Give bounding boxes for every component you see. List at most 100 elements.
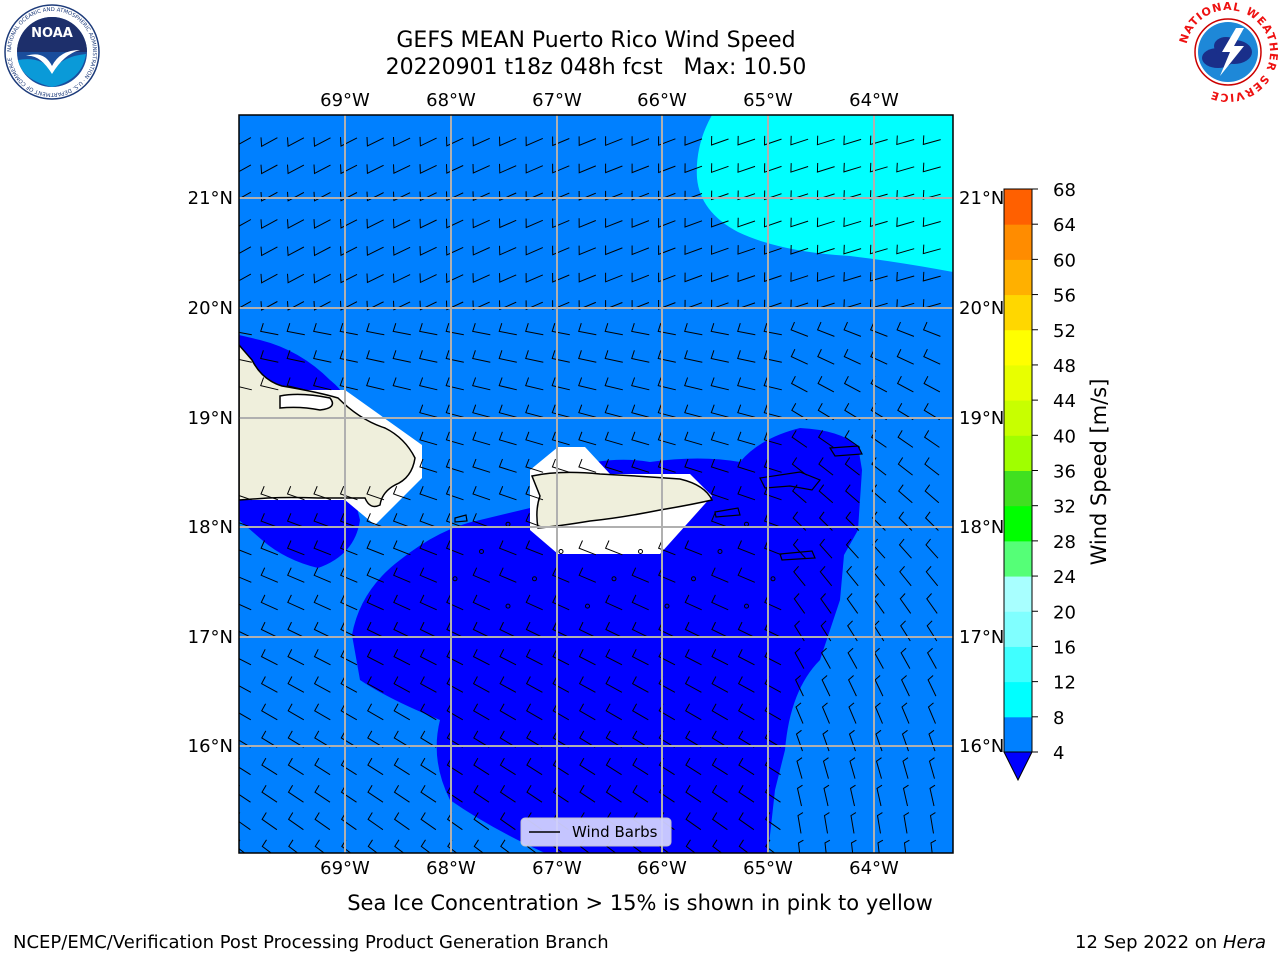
wind-barb [287, 649, 305, 666]
wind-barb [313, 164, 331, 175]
wind-barb [794, 647, 805, 669]
wind-barb [551, 377, 570, 391]
wind-barb [366, 350, 385, 363]
wind-barb [816, 190, 835, 200]
wind-barb [657, 540, 676, 556]
wind-barb [419, 540, 438, 556]
wind-barb [472, 191, 490, 202]
wind-barb [499, 273, 517, 283]
wind-barb [578, 676, 596, 693]
wind-barb [366, 323, 385, 336]
wind-barb [797, 839, 804, 853]
wind-barb [790, 163, 809, 173]
wind-barb [604, 431, 623, 446]
wind-barb [843, 321, 862, 337]
wind-barb [605, 621, 623, 638]
lat-label-right: 18°N [959, 517, 1004, 538]
wind-barb [260, 377, 279, 391]
wind-barb [419, 218, 437, 229]
wind-barb [446, 649, 464, 666]
colorbar-segments [1004, 189, 1032, 753]
wind-barb [684, 621, 702, 638]
wind-barb [366, 377, 385, 391]
wind-barb [850, 839, 857, 853]
wind-barb [926, 620, 938, 642]
wind-barb [551, 431, 570, 446]
wind-barb [923, 430, 940, 448]
hispaniola-bay [279, 393, 334, 411]
wind-barb [239, 495, 252, 501]
wind-barb [605, 594, 623, 611]
wind-barb [472, 676, 490, 693]
wind-barb [239, 785, 251, 803]
wind-barb [339, 350, 358, 363]
wind-barb [419, 300, 437, 311]
wind-barb [847, 647, 858, 669]
wind-barb [763, 135, 782, 146]
wind-barb [287, 191, 305, 202]
wind-barb [260, 164, 278, 175]
wind-barb [445, 486, 464, 501]
wind-barb [685, 785, 702, 803]
wind-barb [287, 730, 304, 748]
wind-barb [313, 676, 331, 693]
wind-barb [313, 621, 331, 638]
wind-barb [710, 404, 729, 418]
calm-wind-marker [717, 549, 723, 554]
wind-barb [340, 218, 358, 229]
colorbar-segment [1004, 435, 1032, 471]
colorbar-segment [1004, 681, 1032, 718]
wind-barb [287, 621, 305, 638]
wind-barb [922, 321, 941, 337]
colorbar-tick-label: 16 [1053, 637, 1076, 658]
wind-barb [393, 164, 411, 174]
wind-barb [578, 458, 597, 473]
wind-barb [821, 702, 830, 724]
wind-barb [499, 812, 516, 831]
wind-barb [446, 136, 464, 147]
wind-barb [445, 513, 464, 528]
wind-barb [763, 323, 782, 336]
wind-barb [631, 300, 650, 310]
wind-barb [710, 377, 729, 391]
wind-barb [239, 300, 252, 309]
wind-barb [737, 190, 756, 201]
mona-island [454, 514, 468, 523]
wind-barb [525, 513, 544, 528]
wind-barb [922, 217, 941, 227]
wind-barb [313, 273, 331, 284]
wind-barb [340, 246, 358, 257]
wind-barb [684, 377, 703, 391]
wind-barb [605, 245, 623, 256]
wind-barb [339, 486, 358, 501]
wind-barb [869, 162, 888, 173]
wind-barb [817, 430, 834, 448]
calm-wind-marker [744, 603, 749, 609]
wind-barb [472, 218, 490, 229]
wind-barb [525, 323, 544, 336]
wind-barb [340, 594, 358, 611]
wind-barb [287, 137, 305, 148]
wind-barb [446, 164, 464, 174]
colorbar-label: Wind Speed [m/s] [1087, 379, 1111, 566]
wind-barb [366, 191, 384, 202]
wind-barb [239, 359, 252, 363]
wind-barb [657, 404, 676, 418]
calm-wind-marker [664, 603, 670, 609]
wind-barb [393, 676, 411, 693]
calm-wind-marker [479, 549, 484, 554]
wind-barb [393, 730, 410, 748]
footer-branch: NCEP/EMC/Verification Post Processing Pr… [13, 932, 609, 953]
wind-barb [392, 350, 411, 363]
wind-barb [419, 191, 437, 202]
calm-wind-marker [558, 549, 564, 554]
vieques-island [714, 507, 741, 518]
wind-barb [711, 730, 728, 748]
wind-barb [472, 649, 490, 666]
wind-barb [763, 404, 782, 418]
noaa-logo-text: NOAA [31, 26, 73, 41]
wind-barb [822, 757, 829, 779]
wind-barb [472, 404, 491, 418]
wind-barb [473, 839, 484, 853]
wind-barb [790, 321, 809, 337]
